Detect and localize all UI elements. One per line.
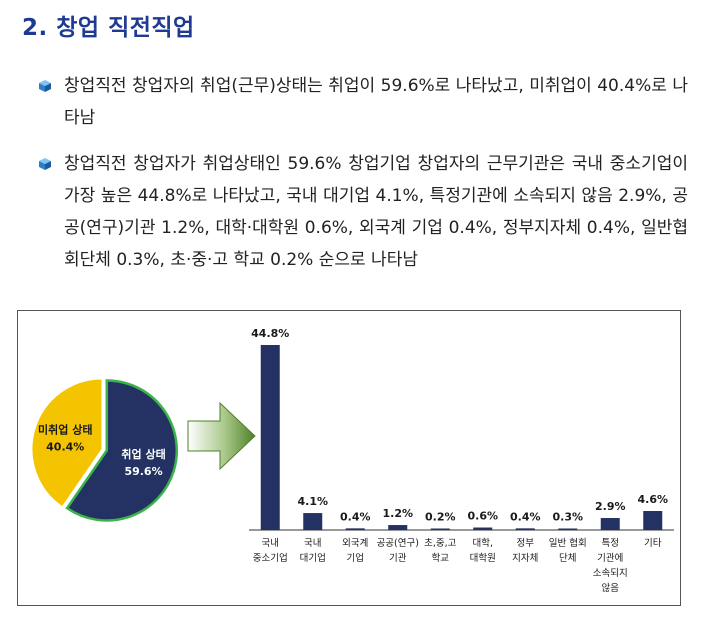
bar-value-label: 2.9%: [595, 500, 626, 513]
bar: [388, 525, 408, 530]
pie-slice-label: 미취업 상태: [38, 423, 92, 437]
bar-category-label: 기업: [347, 552, 364, 564]
bar-value-label: 4.6%: [637, 493, 668, 506]
bar: [515, 528, 535, 530]
bar-category-label: 국내: [262, 538, 279, 549]
bar-value-label: 44.8%: [251, 327, 289, 340]
bar-category-label: 기관에: [597, 553, 623, 564]
bar-category-label: 소속되지: [593, 568, 628, 579]
bar-category-label: 지자체: [512, 553, 538, 564]
bar: [600, 518, 620, 530]
bar-category-label: 중소기업: [253, 552, 288, 564]
bar: [558, 528, 578, 530]
bar-value-label: 0.2%: [425, 511, 456, 524]
bar-category-label: 대기업: [300, 552, 326, 564]
bullet-item-1: 창업직전 창업자의 취업(근무)상태는 취업이 59.6%로 나타났고, 미취업…: [38, 70, 688, 134]
pie-slice-value: 59.6%: [124, 465, 162, 478]
right-arrow-icon: [187, 401, 256, 471]
bar-value-label: 4.1%: [297, 495, 328, 508]
bar: [430, 528, 450, 530]
chart-panel: 취업 상태 59.6% 미취업 상태 40.4% 44.8% 국내 중소기업 4.1% 국내 대…: [17, 310, 681, 606]
bar-category-label: 기타: [644, 538, 662, 549]
bar: [643, 511, 663, 530]
bar-category-label: 일반 협회: [549, 537, 587, 549]
pie-slice-label: 취업 상태: [121, 447, 165, 461]
bar-value-label: 1.2%: [382, 507, 413, 520]
pie-slice: [31, 378, 103, 508]
bar-category-label: 정부: [517, 538, 535, 549]
section-title: 2. 창업 직전직업: [22, 15, 195, 41]
bar-category-label: 외국계: [342, 537, 368, 549]
bar-category-label: 대학,: [473, 538, 494, 549]
bar-category-label: 초,중,고: [424, 538, 457, 549]
bar-category-label: 단체: [559, 553, 576, 564]
bar: [473, 527, 493, 530]
bullet-text-1: 창업직전 창업자의 취업(근무)상태는 취업이 59.6%로 나타났고, 미취업…: [64, 76, 688, 128]
bullet-text-2: 창업직전 창업자가 취업상태인 59.6% 창업기업 창업자의 근무기관은 국내…: [64, 154, 688, 270]
bar-category-label: 국내: [304, 538, 321, 549]
bar: [345, 528, 365, 530]
bar-category-label: 공공(연구): [377, 538, 419, 549]
bar-value-label: 0.4%: [340, 510, 371, 523]
cube-bullet-icon: [39, 158, 51, 170]
pie-slice-value: 40.4%: [46, 441, 84, 454]
bar: [303, 513, 323, 530]
bar: [260, 345, 280, 530]
bar-value-label: 0.6%: [467, 510, 498, 523]
bar-value-label: 0.3%: [552, 511, 583, 524]
bar-category-label: 특정: [602, 538, 619, 549]
cube-bullet-icon: [39, 80, 51, 92]
pie-slice: [65, 379, 179, 522]
bar-category-label: 대학원: [470, 553, 496, 564]
bar-value-label: 0.4%: [510, 510, 541, 523]
bullet-item-2: 창업직전 창업자가 취업상태인 59.6% 창업기업 창업자의 근무기관은 국내…: [38, 148, 688, 276]
bar-category-label: 학교: [432, 553, 450, 564]
bar-category-label: 기관: [389, 553, 407, 564]
bar-category-label: 않음: [602, 583, 620, 594]
pie-chart: 취업 상태 59.6% 미취업 상태 40.4%: [31, 378, 179, 522]
